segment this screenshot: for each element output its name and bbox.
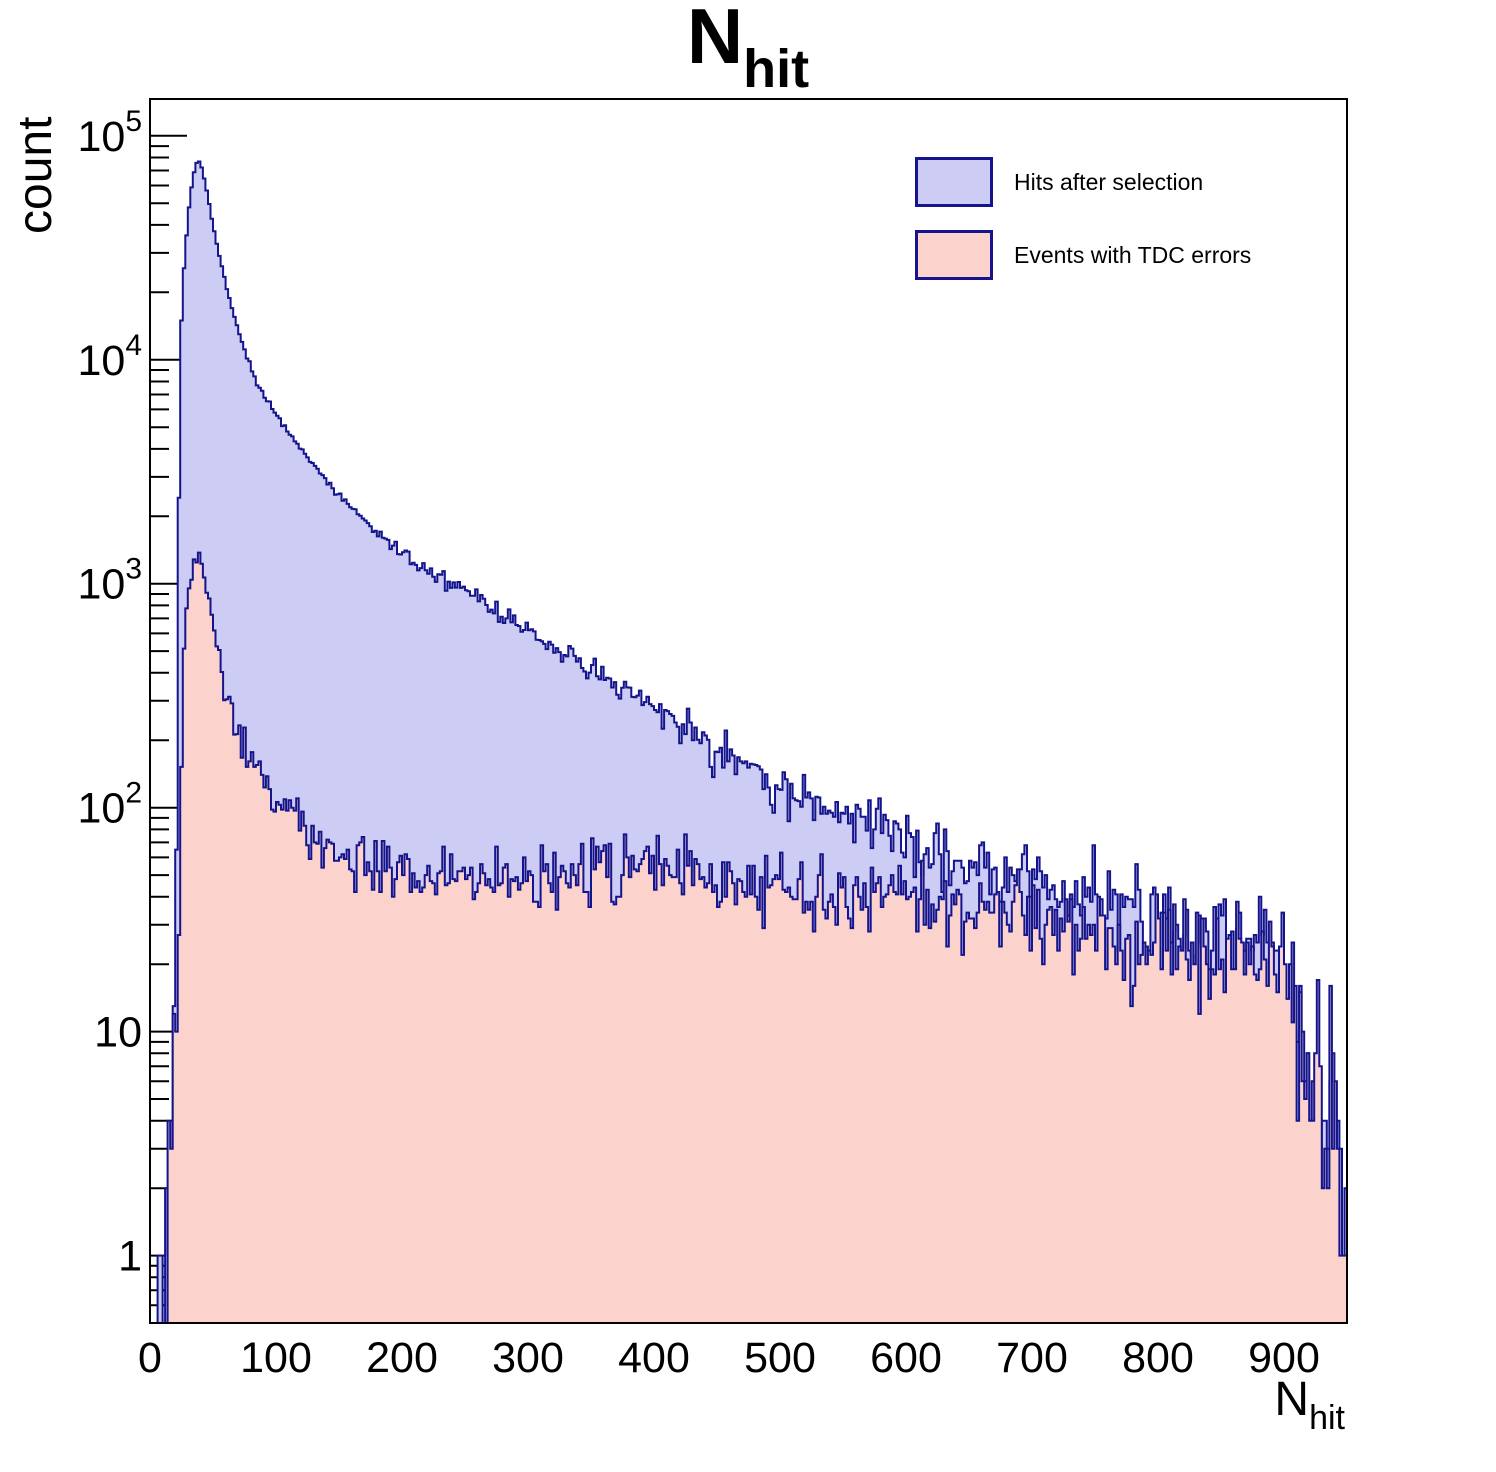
- x-tick-label-700: 700: [996, 1334, 1068, 1382]
- y-tick-label-10^3: 103: [77, 553, 142, 609]
- legend-swatch-pink: [915, 230, 993, 280]
- x-axis-title: Nhit: [1274, 1373, 1345, 1436]
- chart-title-sub: hit: [743, 39, 810, 99]
- y-tick-label-1: 1: [118, 1233, 142, 1281]
- x-tick-label-500: 500: [744, 1334, 816, 1382]
- chart-title-main: N: [686, 0, 744, 80]
- y-tick-label-10: 10: [94, 1009, 142, 1057]
- legend-swatch-blue: [915, 157, 993, 207]
- chart-title: Nhit: [0, 0, 1496, 99]
- x-axis-title-main: N: [1274, 1373, 1310, 1426]
- series-events-with-tdc-errors-area: [150, 552, 1347, 1323]
- x-tick-label-100: 100: [240, 1334, 312, 1382]
- legend-item-hits-after-selection: Hits after selection: [915, 156, 1251, 208]
- x-axis-title-sub: hit: [1309, 1399, 1345, 1437]
- x-tick-label-400: 400: [618, 1334, 690, 1382]
- legend-label: Events with TDC errors: [1014, 241, 1252, 268]
- x-tick-label-300: 300: [492, 1334, 564, 1382]
- x-tick-label-900: 900: [1248, 1334, 1320, 1382]
- y-tick-label-10^4: 104: [77, 329, 142, 385]
- plot-frame: [149, 98, 1348, 1324]
- x-tick-label-0: 0: [138, 1334, 162, 1382]
- series-events-with-tdc-errors-outline: [150, 551, 1348, 1324]
- legend-item-events-with-tdc-errors: Events with TDC errors: [915, 229, 1251, 281]
- y-tick-label-10^2: 102: [77, 777, 142, 833]
- y-axis-title: count: [9, 116, 62, 234]
- x-tick-label-800: 800: [1122, 1334, 1194, 1382]
- x-tick-label-600: 600: [870, 1334, 942, 1382]
- x-tick-label-200: 200: [366, 1334, 438, 1382]
- y-tick-label-10^5: 105: [77, 105, 142, 161]
- legend-label: Hits after selection: [1014, 168, 1204, 195]
- legend: Hits after selection Events with TDC err…: [915, 156, 1251, 302]
